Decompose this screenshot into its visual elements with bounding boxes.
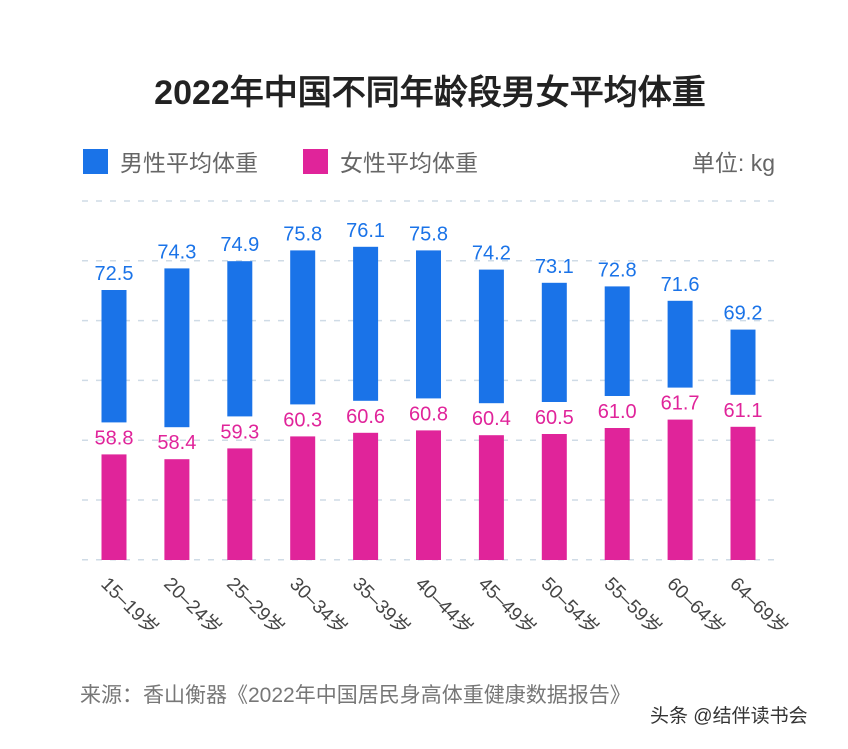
legend: 男性平均体重 女性平均体重 — [83, 149, 478, 176]
watermark: 头条 @结伴读书会 — [650, 705, 808, 727]
x-tick-label: 30–34岁 — [285, 573, 351, 639]
unit-label: 单位: kg — [692, 150, 775, 176]
data-label-female: 60.4 — [472, 408, 511, 430]
data-label-male: 74.2 — [472, 243, 511, 265]
x-tick-label: 55–59岁 — [600, 573, 666, 639]
legend-label-female: 女性平均体重 — [340, 150, 478, 176]
data-label-female: 61.7 — [661, 393, 700, 415]
bar-male — [290, 250, 316, 405]
x-tick-label: 35–39岁 — [348, 573, 414, 639]
data-label-female: 58.8 — [95, 427, 134, 449]
bar-male — [730, 329, 756, 395]
data-label-male: 73.1 — [535, 256, 574, 278]
bar-female — [478, 435, 504, 560]
source-note: 来源：香山衡器《2022年中国居民身高体重健康数据报告》 — [80, 684, 631, 707]
data-label-male: 72.8 — [598, 259, 637, 281]
data-label-male: 71.6 — [661, 274, 700, 296]
data-label-female: 60.8 — [409, 403, 448, 425]
data-label-female: 58.4 — [157, 432, 196, 454]
bar-female — [667, 419, 693, 560]
bars: 58.8 72.5 58.4 74.3 59.3 74.9 60.3 75.8 60.6 76.1… — [95, 220, 763, 560]
x-tick-label: 64–69岁 — [725, 573, 791, 639]
data-label-male: 74.9 — [220, 234, 259, 256]
bar-female — [101, 454, 127, 560]
x-tick-label: 25–29岁 — [222, 573, 288, 639]
bar-male — [478, 269, 504, 404]
legend-label-male: 男性平均体重 — [120, 150, 258, 176]
bar-female — [541, 434, 567, 560]
data-label-male: 75.8 — [409, 223, 448, 245]
x-tick-label: 60–64岁 — [663, 573, 729, 639]
x-tick-label: 50–54岁 — [537, 573, 603, 639]
bar-female — [604, 428, 630, 560]
x-tick-label: 15–19岁 — [96, 573, 162, 639]
data-label-female: 59.3 — [220, 421, 259, 443]
bar-male — [353, 246, 379, 401]
chart-title: 2022年中国不同年龄段男女平均体重 — [154, 73, 706, 112]
data-label-male: 76.1 — [346, 220, 385, 242]
bar-male — [416, 250, 441, 399]
data-label-female: 61.0 — [598, 401, 637, 423]
x-tick-label: 45–49岁 — [474, 573, 540, 639]
gridlines — [82, 200, 780, 561]
legend-swatch-male — [83, 149, 108, 174]
bar-male — [227, 261, 253, 417]
bar-male — [101, 290, 127, 423]
data-label-female: 61.1 — [724, 400, 763, 422]
bar-female — [730, 426, 756, 560]
data-label-male: 72.5 — [95, 263, 134, 285]
x-tick-label: 40–44岁 — [411, 573, 477, 639]
bar-male — [667, 300, 693, 388]
bar-male — [541, 282, 567, 402]
data-label-male: 69.2 — [724, 303, 763, 325]
data-label-male: 74.3 — [157, 241, 196, 263]
bar-female — [227, 448, 253, 560]
bar-female — [353, 432, 379, 560]
data-label-female: 60.6 — [346, 406, 385, 428]
data-label-female: 60.3 — [283, 409, 322, 431]
legend-swatch-female — [303, 149, 328, 174]
bar-female — [164, 459, 190, 560]
x-axis-labels: 15–19岁20–24岁25–29岁30–34岁35–39岁40–44岁45–4… — [96, 573, 791, 639]
bar-male — [604, 286, 630, 396]
bar-female — [290, 436, 316, 560]
x-tick-label: 20–24岁 — [159, 573, 225, 639]
data-label-female: 60.5 — [535, 407, 574, 429]
bar-male — [164, 268, 190, 428]
data-label-male: 75.8 — [283, 223, 322, 245]
bar-female — [416, 430, 441, 560]
